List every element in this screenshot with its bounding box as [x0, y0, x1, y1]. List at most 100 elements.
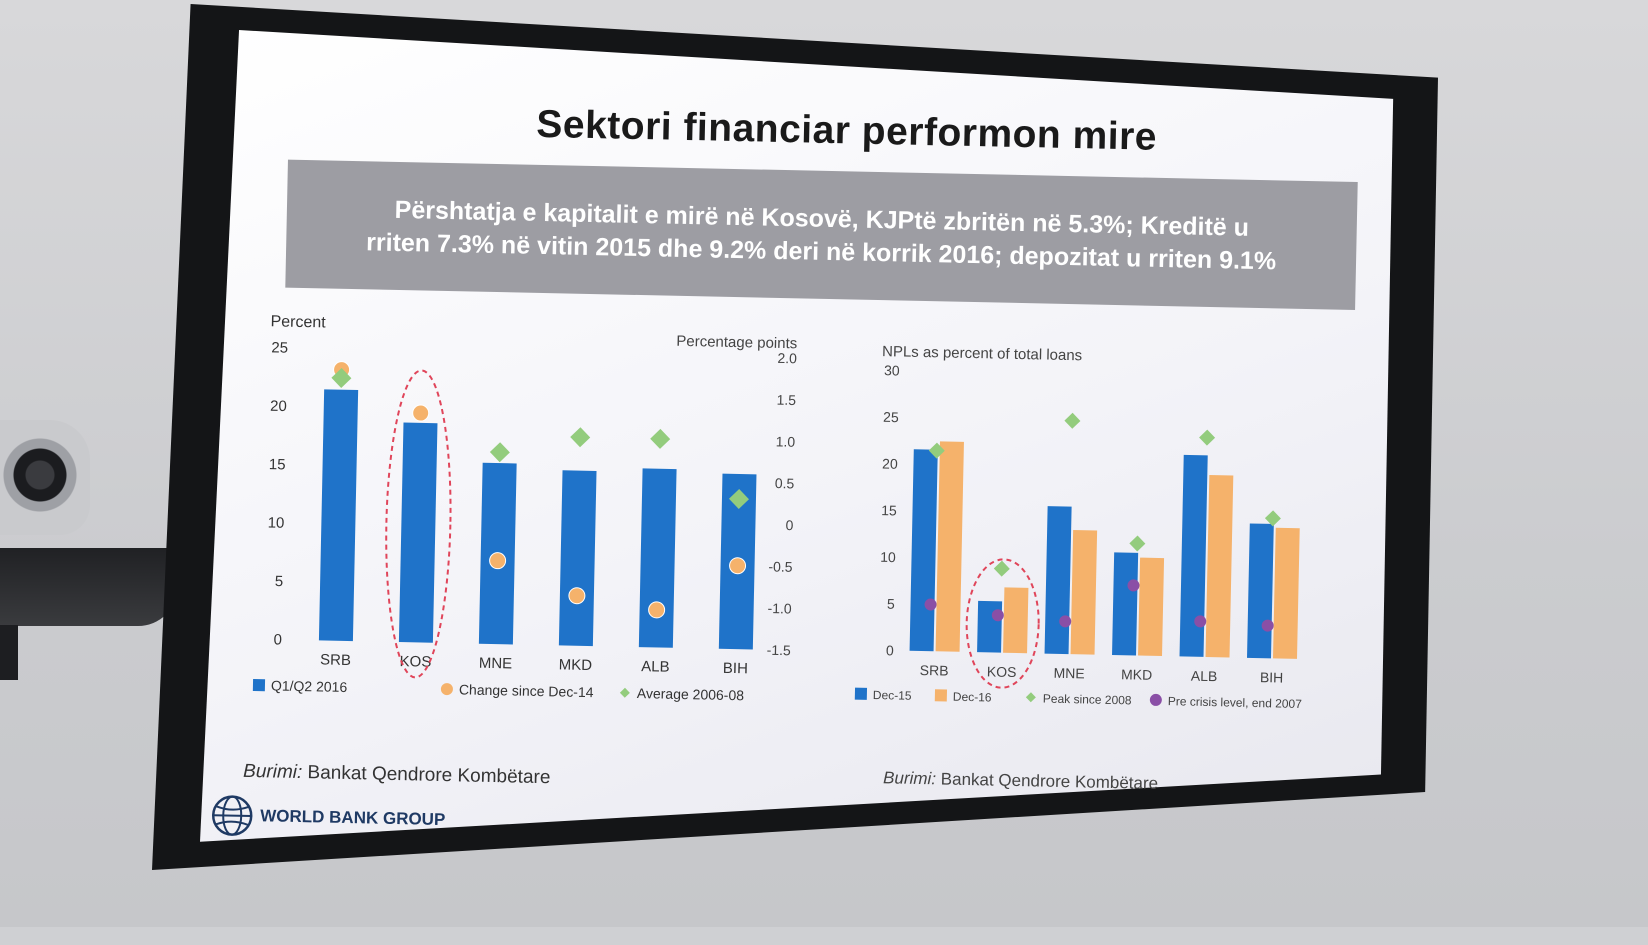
legend-swatch-q1q2 — [252, 679, 266, 692]
npl-y-tick: 30 — [884, 362, 900, 378]
conference-camera — [0, 420, 90, 535]
x-tick-kos: KOS — [399, 653, 431, 671]
legend-label-q1q2: Q1/Q2 2016 — [271, 677, 348, 695]
legend-swatch-dec16 — [934, 689, 948, 702]
x-tick-mkd: MKD — [559, 656, 593, 674]
bar-dec15-kos — [977, 600, 1003, 653]
legend-swatch-peak — [1025, 692, 1036, 703]
world-bank-logo: WORLD BANK GROUP — [210, 793, 446, 842]
bar-dec16-kos — [1003, 587, 1029, 654]
bar-kos — [398, 422, 438, 643]
precrisis-marker-alb — [1194, 615, 1207, 628]
peak-marker-alb — [1199, 429, 1216, 446]
legend-label-dec15: Dec-15 — [873, 688, 912, 703]
highlight-ellipse — [385, 369, 452, 679]
change-marker-bih — [729, 557, 747, 575]
legend-swatch-dec15 — [854, 687, 868, 700]
peak-marker-mkd — [1129, 535, 1146, 552]
peak-marker-kos — [993, 560, 1010, 577]
globe-icon — [211, 795, 253, 836]
average-marker-mkd — [570, 427, 591, 448]
change-marker-kos — [412, 404, 430, 422]
x-tick-alb: ALB — [641, 658, 670, 676]
x-tick-srb: SRB — [320, 651, 351, 669]
average-marker-mne — [489, 442, 510, 463]
source-label: Burimi: — [882, 768, 937, 789]
x-tick-kos: KOS — [987, 663, 1017, 680]
peak-marker-mne — [1064, 412, 1081, 429]
x-tick-mkd: MKD — [1121, 666, 1152, 683]
npl-y-tick: 15 — [881, 502, 897, 518]
right-y-tick: 1.0 — [776, 433, 796, 449]
x-tick-mne: MNE — [479, 655, 513, 673]
bar-mkd — [558, 470, 597, 647]
average-marker-alb — [650, 428, 671, 449]
precrisis-marker-mne — [1059, 615, 1072, 628]
bar-dec16-srb — [935, 441, 964, 652]
npl-y-tick: 5 — [887, 596, 895, 612]
logo-text: WORLD BANK GROUP — [260, 806, 446, 830]
source-label: Burimi: — [242, 760, 303, 784]
left-y-tick: 25 — [271, 339, 288, 356]
camera-mount — [0, 625, 18, 680]
peak-marker-srb — [928, 442, 945, 459]
right-y-tick: 2.0 — [777, 350, 797, 366]
bar-srb — [318, 389, 359, 642]
legend-swatch-average — [619, 687, 630, 698]
right-y-tick: -1.0 — [767, 600, 792, 617]
x-tick-mne: MNE — [1053, 665, 1084, 682]
change-marker-mne — [489, 552, 507, 570]
x-tick-srb: SRB — [920, 662, 949, 679]
npl-y-tick: 0 — [886, 642, 894, 658]
legend-label-dec16: Dec-16 — [953, 690, 992, 705]
npl-y-tick: 20 — [882, 455, 898, 471]
precrisis-marker-srb — [924, 598, 937, 611]
right-y-tick: -1.5 — [767, 642, 792, 659]
npl-y-tick: 10 — [880, 549, 896, 565]
bar-dec15-alb — [1179, 454, 1208, 657]
average-marker-srb — [331, 368, 352, 388]
npl-y-tick: 25 — [883, 409, 899, 425]
bar-dec16-alb — [1205, 474, 1234, 658]
bar-dec15-mkd — [1112, 552, 1139, 656]
x-tick-bih: BIH — [1260, 669, 1284, 685]
bar-dec15-mne — [1044, 506, 1072, 655]
legend-swatch-change — [440, 683, 453, 696]
precrisis-marker-mkd — [1127, 579, 1140, 592]
left-y-tick: 10 — [267, 514, 284, 531]
peak-marker-bih — [1264, 510, 1281, 527]
source-text: Bankat Qendrore Kombëtare — [940, 769, 1159, 793]
npl-axis-label: NPLs as percent of total loans — [882, 343, 1082, 364]
right-y-tick: 0 — [785, 517, 793, 533]
left-y-tick: 20 — [270, 398, 287, 415]
camera-base — [0, 548, 178, 626]
right-y-tick: -0.5 — [768, 558, 793, 575]
change-marker-alb — [648, 601, 666, 619]
legend-label-precrisis: Pre crisis level, end 2007 — [1168, 694, 1303, 711]
x-tick-bih: BIH — [723, 660, 748, 678]
x-tick-alb: ALB — [1191, 668, 1218, 685]
left-y-tick: 15 — [269, 456, 286, 473]
left-y-tick: 0 — [273, 631, 282, 648]
legend-label-change: Change since Dec-14 — [459, 681, 594, 700]
legend-label-peak: Peak since 2008 — [1043, 692, 1132, 708]
right-y-tick: 1.5 — [776, 392, 796, 408]
bar-alb — [638, 468, 677, 648]
left-axis-label: Percent — [270, 313, 326, 331]
average-marker-bih — [728, 488, 749, 509]
precrisis-marker-bih — [1261, 619, 1274, 632]
bar-dec15-bih — [1247, 523, 1274, 659]
right-y-tick: 0.5 — [775, 475, 795, 491]
bar-dec16-mne — [1070, 530, 1098, 655]
legend-label-average: Average 2006-08 — [637, 685, 745, 703]
precrisis-marker-kos — [991, 609, 1004, 622]
source-text: Bankat Qendrore Kombëtare — [307, 762, 551, 789]
change-marker-mkd — [568, 587, 586, 605]
bar-dec16-mkd — [1138, 557, 1165, 657]
bar-dec16-bih — [1272, 527, 1300, 659]
legend-swatch-precrisis — [1149, 693, 1162, 706]
right-axis-label: Percentage points — [676, 333, 797, 353]
